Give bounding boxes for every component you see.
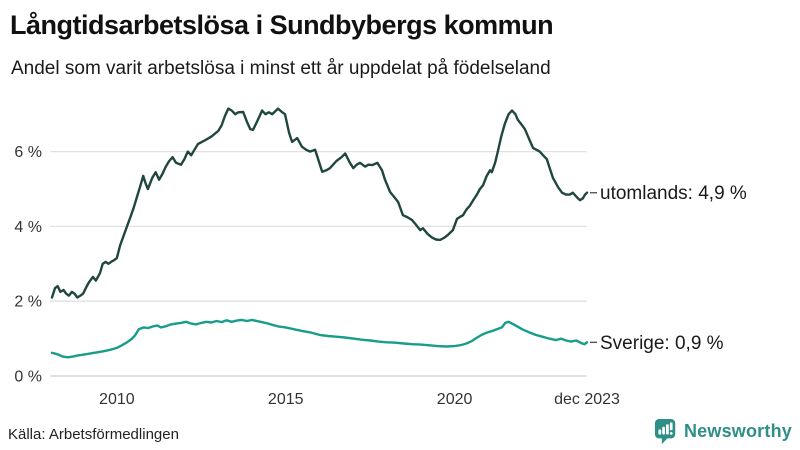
brand-name: Newsworthy (683, 421, 792, 441)
x-tick-label: 2010 (99, 391, 135, 408)
series-line-utomlands (50, 107, 589, 299)
y-tick-label: 0 % (14, 369, 42, 386)
page-title: Långtidsarbetslösa i Sundbybergs kommun (10, 10, 554, 40)
source-note: Källa: Arbetsförmedlingen (8, 426, 179, 443)
series-end-label-utomlands: utomlands: 4,9 % (600, 183, 747, 204)
y-tick-label: 4 % (14, 219, 42, 236)
brand-logo: Newsworthy (654, 418, 792, 445)
series-end-label-Sverige: Sverige: 0,9 % (600, 333, 724, 354)
y-tick-label: 2 % (14, 294, 42, 311)
x-tick-label: dec 2023 (554, 391, 620, 408)
y-tick-label: 6 % (14, 144, 42, 161)
newsworthy-icon (654, 419, 676, 444)
x-tick-label: 2020 (437, 391, 473, 408)
page-subtitle: Andel som varit arbetslösa i minst ett å… (11, 58, 551, 79)
x-tick-label: 2015 (268, 391, 304, 408)
series-line-Sverige (50, 318, 589, 359)
